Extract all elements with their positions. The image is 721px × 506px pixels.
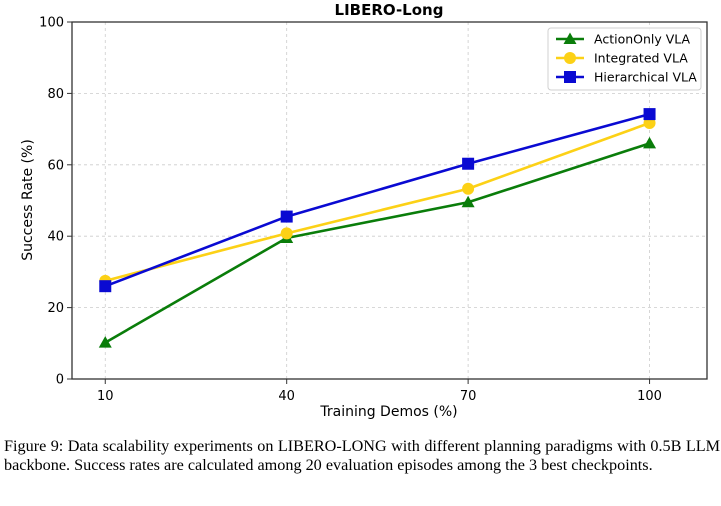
data-point-actiononly-vla <box>643 136 657 149</box>
x-tick-label: 70 <box>460 389 477 404</box>
legend-item-hierarchical-vla: Hierarchical VLA <box>556 70 697 85</box>
legend-label: ActionOnly VLA <box>594 32 691 47</box>
data-point-hierarchical-vla <box>643 108 656 121</box>
y-tick-label: 40 <box>47 230 64 245</box>
legend-label: Hierarchical VLA <box>594 70 697 85</box>
data-point-actiononly-vla <box>98 336 112 348</box>
data-point-hierarchical-vla <box>462 157 475 170</box>
plot-frame <box>71 21 708 380</box>
figure-caption: Figure 9: Data scalability experiments o… <box>4 437 720 474</box>
y-axis-label: Success Rate (%) <box>20 139 36 261</box>
data-point-integrated-vla <box>280 227 293 240</box>
y-axis: 0 20 40 60 80 100 <box>39 16 72 388</box>
series-line-hierarchical-vla <box>104 112 650 288</box>
series-hierarchical-vla <box>99 108 656 293</box>
data-point-hierarchical-vla <box>280 210 293 223</box>
series-line-integrated-vla <box>104 121 650 283</box>
legend-box <box>547 27 702 91</box>
y-tick-label: 100 <box>39 16 64 31</box>
line-chart: LIBERO-Long 0 20 40 60 80 100 10 40 70 100 Train… <box>20 1 708 420</box>
y-tick-label: 60 <box>47 158 64 173</box>
series-group <box>98 108 657 348</box>
data-point-integrated-vla <box>462 182 475 195</box>
legend-item-actiononly-vla: ActionOnly VLA <box>556 32 691 47</box>
legend-marker-triangle-icon <box>563 32 577 44</box>
x-tick-label: 10 <box>97 389 114 404</box>
series-line-actiononly-vla <box>104 142 650 344</box>
legend-marker-square-icon <box>564 71 576 83</box>
x-axis: 10 40 70 100 <box>97 379 662 404</box>
series-actiononly-vla <box>98 136 657 348</box>
y-tick-label: 20 <box>47 301 64 316</box>
y-tick-label: 80 <box>47 87 64 102</box>
data-point-hierarchical-vla <box>99 280 112 293</box>
data-point-actiononly-vla <box>461 195 475 208</box>
series-integrated-vla <box>99 117 656 287</box>
x-axis-label: Training Demos (%) <box>319 404 457 420</box>
legend-label: Integrated VLA <box>594 51 688 66</box>
x-tick-label: 40 <box>278 389 295 404</box>
legend-marker-circle-icon <box>564 52 576 64</box>
legend: ActionOnly VLA Integrated VLA Hierarchical… <box>547 27 702 91</box>
legend-item-integrated-vla: Integrated VLA <box>556 51 688 66</box>
y-tick-label: 0 <box>56 373 64 388</box>
chart-title: LIBERO-Long <box>335 1 444 19</box>
x-tick-label: 100 <box>637 389 662 404</box>
